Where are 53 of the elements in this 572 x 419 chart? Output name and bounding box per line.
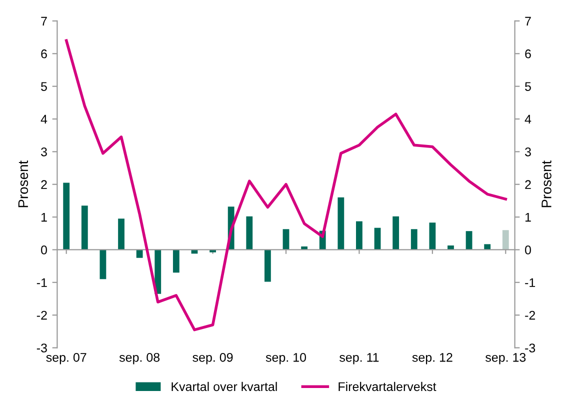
x-tick-label: sep. 08 xyxy=(119,352,160,364)
bar xyxy=(374,228,381,250)
y2-tick-label: 0 xyxy=(525,246,531,254)
bar xyxy=(282,229,290,250)
y2-tick-label: 2 xyxy=(525,180,531,189)
y2-tick-label: -1 xyxy=(525,278,536,287)
y-tick-label: 6 xyxy=(41,49,47,58)
bar xyxy=(392,216,400,250)
y-tick-label: 1 xyxy=(41,212,47,222)
x-tick-label: sep. 13 xyxy=(485,352,526,364)
y-tick-label: 5 xyxy=(41,82,47,91)
y2-tick-label: 3 xyxy=(525,147,531,156)
bar xyxy=(338,197,344,250)
y-tick-label: 7 xyxy=(41,16,47,26)
x-tick-label: sep. 10 xyxy=(266,352,306,364)
bar xyxy=(484,244,491,250)
legend-label: Kvartal over kvartal xyxy=(172,382,277,392)
y2-tick-label: -2 xyxy=(525,310,536,320)
y2-tick-label: 5 xyxy=(525,82,531,91)
bar xyxy=(410,229,418,250)
y2-tick-label: -3 xyxy=(525,344,536,352)
y2-axis-title: Prosent xyxy=(542,160,552,208)
y-tick-label: -3 xyxy=(36,344,47,352)
bar xyxy=(154,250,162,294)
legend-label: Firekvartalervekst xyxy=(338,382,436,392)
bar xyxy=(172,250,180,273)
y-tick-label: 3 xyxy=(41,147,47,156)
bar xyxy=(136,250,143,258)
x-tick-label: sep. 11 xyxy=(340,353,379,364)
y-tick-label: -2 xyxy=(36,310,47,320)
bar xyxy=(246,216,253,250)
bar xyxy=(502,230,509,250)
y2-tick-label: 6 xyxy=(525,49,531,58)
x-tick-label: sep. 09 xyxy=(192,352,233,364)
y2-tick-label: 4 xyxy=(524,114,532,124)
bar xyxy=(429,222,436,250)
x-tick-label: sep. 12 xyxy=(412,352,452,364)
y-tick-label: 2 xyxy=(41,180,47,189)
y2-tick-label: 7 xyxy=(525,16,531,26)
line-series xyxy=(64,39,508,332)
y-tick-label: 0 xyxy=(41,246,47,254)
y-axis-title: Prosent xyxy=(18,160,28,208)
bar xyxy=(81,206,88,250)
bar xyxy=(100,250,106,280)
bar xyxy=(264,250,271,282)
y-tick-label: -1 xyxy=(36,278,47,287)
bar xyxy=(63,182,70,250)
bar xyxy=(466,231,472,250)
y2-tick-label: 1 xyxy=(525,212,531,222)
bar xyxy=(356,221,362,250)
x-tick-label: sep. 07 xyxy=(46,352,86,364)
bar xyxy=(118,218,124,250)
y-tick-label: 4 xyxy=(40,114,48,124)
